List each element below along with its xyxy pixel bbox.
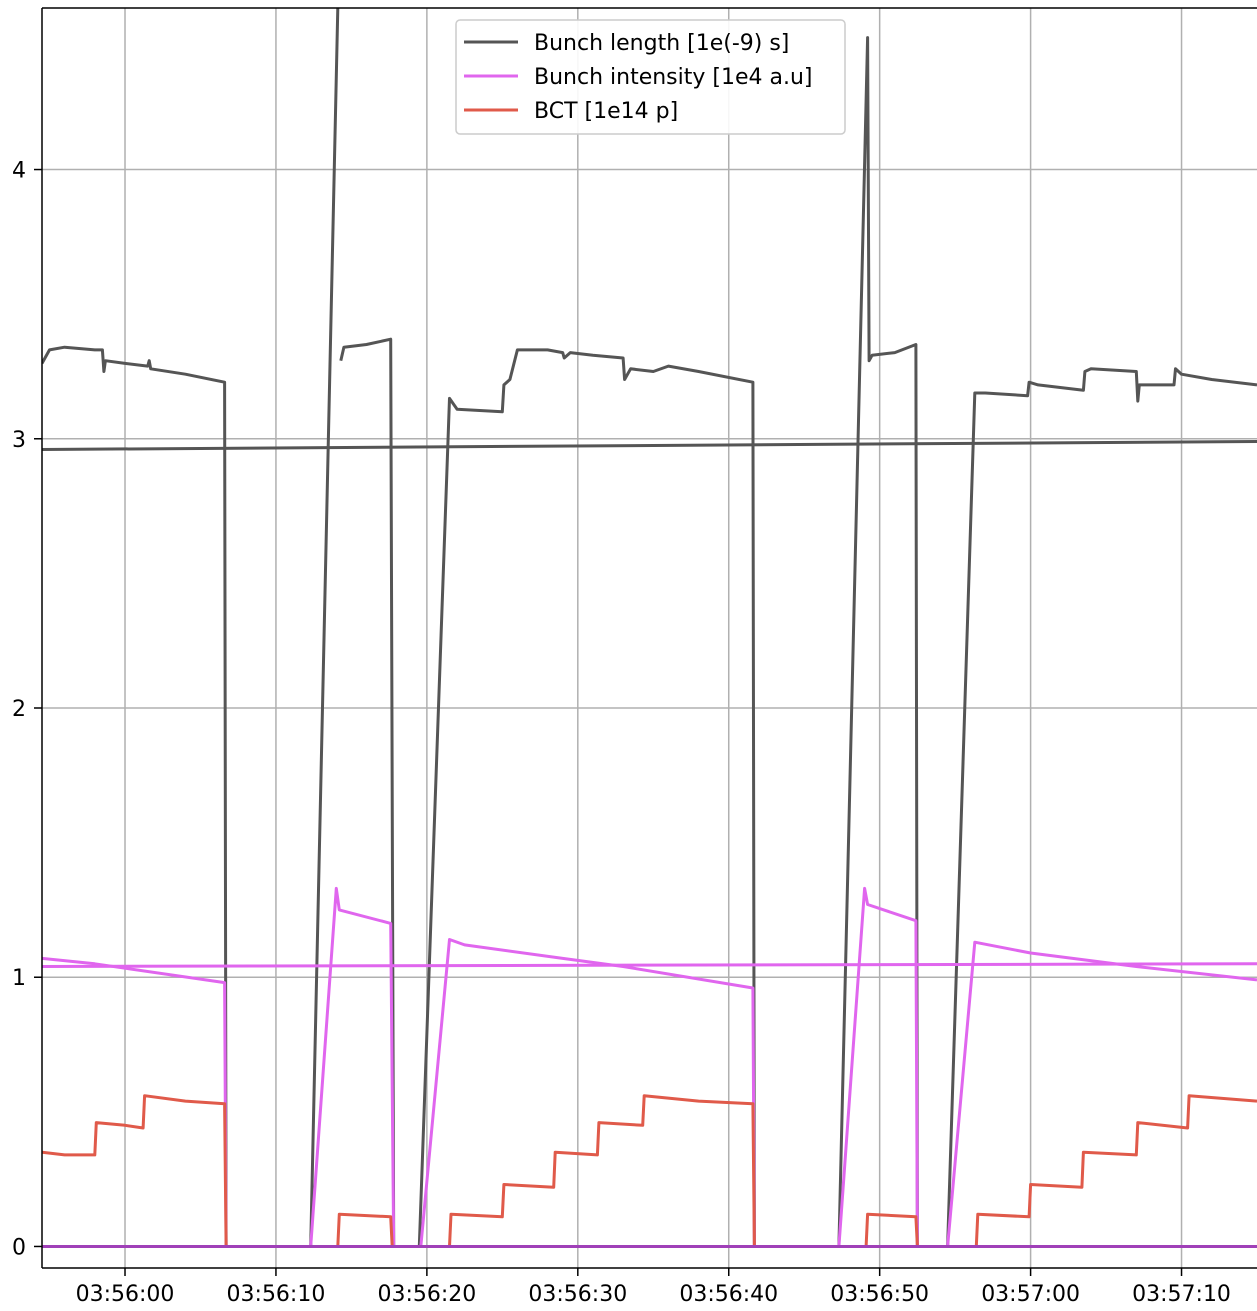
y-tick-label: 2 xyxy=(12,697,26,722)
y-tick-label: 3 xyxy=(12,428,26,453)
legend-box xyxy=(455,19,846,135)
grid xyxy=(42,8,1257,1268)
series-line-bct xyxy=(42,1094,1257,1248)
legend-label: Bunch intensity [1e4 a.u] xyxy=(534,65,813,90)
x-tick-label: 03:56:20 xyxy=(377,1282,476,1307)
y-tick-label: 0 xyxy=(12,1235,26,1260)
x-tick-label: 03:56:10 xyxy=(227,1282,326,1307)
legend-label: Bunch length [1e(-9) s] xyxy=(534,31,789,56)
legend-label: BCT [1e14 p] xyxy=(534,99,678,124)
series-line-bunch-intensity xyxy=(42,962,1257,968)
legend: Bunch length [1e(-9) s] Bunch intensity [… xyxy=(455,19,846,135)
series-lines xyxy=(42,8,1257,1248)
x-tick-label: 03:56:40 xyxy=(679,1282,778,1307)
series-line-bunch-length xyxy=(42,440,1257,451)
x-tick-label: 03:56:50 xyxy=(830,1282,929,1307)
y-tick-label: 1 xyxy=(12,966,26,991)
x-tick-label: 03:57:00 xyxy=(981,1282,1080,1307)
series-line-bunch-length xyxy=(42,8,340,1248)
axes: 03:56:00 03:56:10 03:56:20 03:56:30 03:56:40… xyxy=(12,7,1257,1307)
x-tick-label: 03:57:10 xyxy=(1132,1282,1231,1307)
y-tick-label: 4 xyxy=(12,159,26,184)
x-tick-label: 03:56:30 xyxy=(528,1282,627,1307)
x-tick-label: 03:56:00 xyxy=(76,1282,175,1307)
